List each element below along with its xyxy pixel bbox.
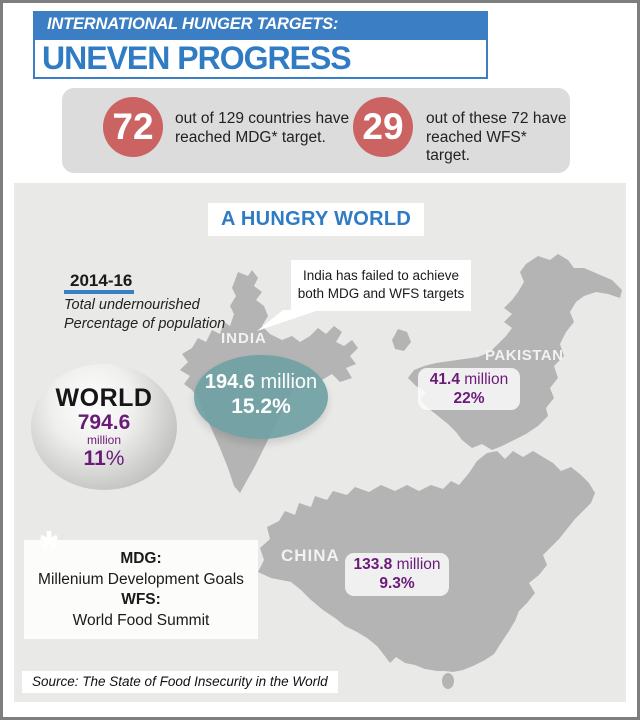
pakistan-label: PAKISTAN — [485, 347, 564, 364]
stat-mdg-circle: 72 — [103, 97, 163, 157]
stat-mdg-line1: out of 129 countries have — [175, 110, 350, 127]
legend-underline — [64, 290, 134, 294]
stat-mdg-text: out of 129 countries have reached MDG* t… — [175, 110, 349, 147]
india-value: 194.6 — [204, 371, 255, 393]
source-note: Source: The State of Food Insecurity in … — [22, 671, 338, 693]
stat-wfs-line2: reached WFS* target. — [426, 128, 527, 165]
pakistan-unit: million — [464, 371, 509, 388]
header-kicker-bar: INTERNATIONAL HUNGER TARGETS: — [33, 11, 488, 38]
stat-wfs-line1: out of these 72 have — [426, 110, 567, 127]
legend-percentage-population: Percentage of population — [64, 316, 226, 332]
india-undernourished: 194.6 million — [194, 370, 328, 394]
pakistan-data-pill: 41.4 million 22% — [418, 368, 520, 410]
world-percent-value: 11 — [83, 447, 106, 470]
china-label: CHINA — [281, 546, 340, 565]
page-title: UNEVEN PROGRESS — [42, 40, 352, 76]
india-percent: 15.2% — [231, 395, 291, 418]
nepal-map-shape — [392, 329, 411, 351]
world-label: WORLD — [55, 384, 153, 412]
china-undernourished: 133.8 million — [345, 555, 449, 574]
header-title-box: UNEVEN PROGRESS — [33, 38, 488, 79]
world-percent: 11% — [31, 447, 177, 470]
pakistan-percent: 22% — [453, 390, 485, 407]
world-value: 794.6 — [77, 411, 131, 434]
stat-mdg-line2: reached MDG* target. — [175, 128, 326, 146]
map-title: A HUNGRY WORLD — [208, 203, 425, 236]
china-unit: million — [396, 556, 441, 573]
footnote-wfs-text: World Food Summit — [72, 611, 210, 629]
footnote-wfs-label: WFS: — [121, 591, 161, 608]
india-unit: million — [260, 371, 318, 393]
stat-wfs-text: out of these 72 have reached WFS* target… — [426, 110, 570, 166]
footnote-mdg-text: Millenium Development Goals — [38, 570, 244, 588]
pakistan-value: 41.4 — [429, 371, 460, 388]
world-unit: million — [86, 433, 121, 447]
legend-total-undernourished: Total undernourished — [64, 297, 200, 313]
world-percent-sign: % — [105, 447, 125, 470]
footnote-mdg-label: MDG: — [120, 550, 162, 567]
china-percent: 9.3% — [379, 575, 415, 592]
india-label: INDIA — [221, 330, 267, 347]
china-value: 133.8 — [353, 556, 393, 573]
map-area: A HUNGRY WORLD 2014-16 Total undernouris… — [14, 183, 626, 702]
stats-panel: 72 out of 129 countries have reached MDG… — [62, 88, 570, 173]
india-data-bubble: 194.6 million 15.2% — [194, 355, 328, 439]
india-callout-line2: both MDG and WFS targets — [297, 286, 465, 301]
pakistan-undernourished: 41.4 million — [418, 370, 520, 389]
india-callout-line1: India has failed to achieve — [302, 268, 460, 283]
asterisk-icon: * — [40, 521, 58, 573]
world-data-sphere: WORLD 794.6 million 11% — [31, 364, 177, 490]
india-callout: India has failed to achieve both MDG and… — [291, 260, 471, 311]
legend-period: 2014-16 — [70, 271, 133, 290]
callout-pointer — [257, 310, 319, 331]
footnote-box: MDG: Millenium Development Goals WFS: Wo… — [24, 540, 258, 639]
china-data-pill: 133.8 million 9.3% — [345, 553, 449, 596]
stat-wfs-circle: 29 — [353, 97, 413, 157]
header-kicker-text: INTERNATIONAL HUNGER TARGETS: — [47, 15, 339, 33]
hainan-map-shape — [442, 673, 454, 689]
